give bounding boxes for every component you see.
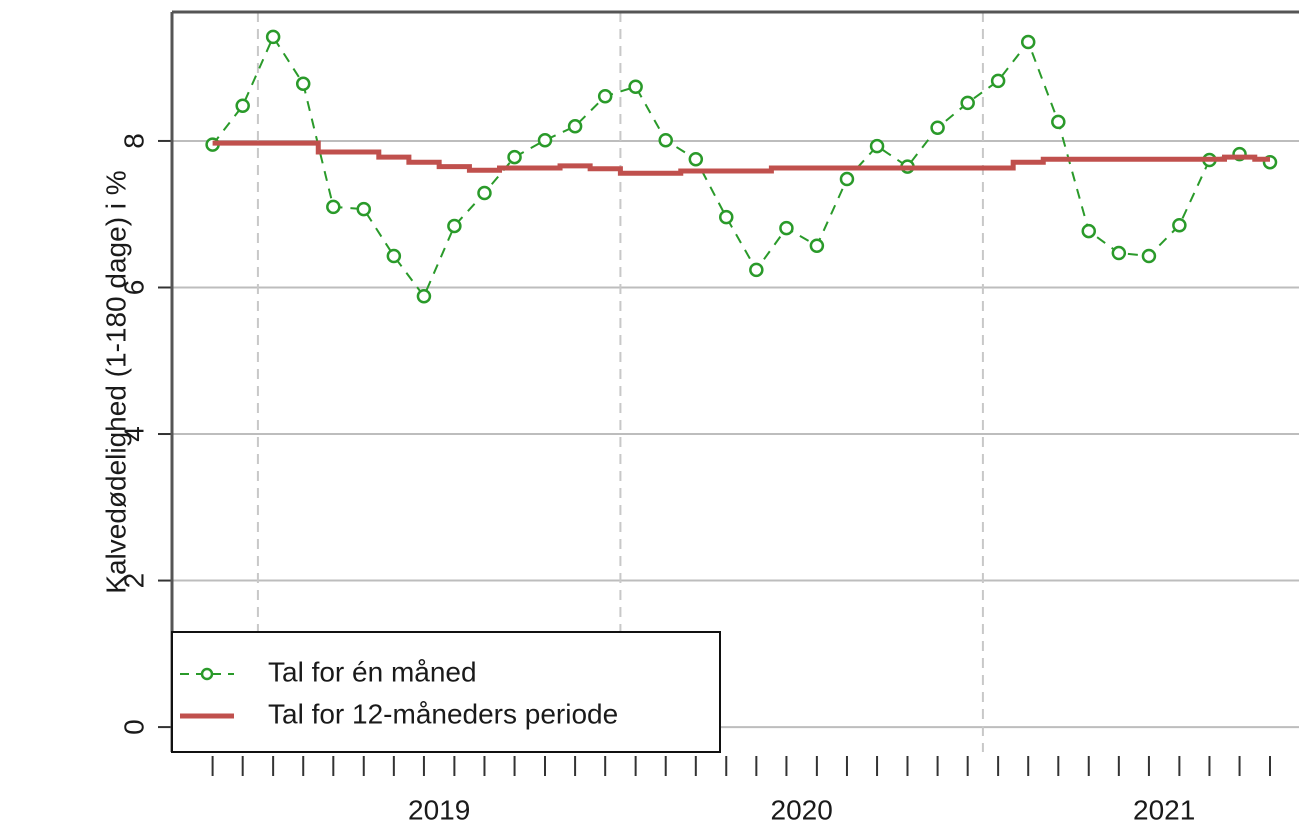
point bbox=[447, 218, 462, 234]
point bbox=[1111, 245, 1127, 261]
monthly-line bbox=[211, 34, 1271, 299]
y-tick-label: 0 bbox=[118, 719, 149, 735]
x-tick-label: 2019 bbox=[408, 794, 470, 825]
rolling-line bbox=[212, 140, 1270, 176]
point bbox=[597, 89, 613, 104]
point bbox=[1051, 114, 1066, 130]
point bbox=[869, 138, 885, 154]
point bbox=[477, 185, 492, 201]
legend-swatch-point bbox=[200, 667, 214, 681]
point bbox=[295, 76, 311, 92]
point bbox=[628, 79, 643, 94]
point bbox=[1020, 34, 1036, 50]
point bbox=[779, 220, 794, 236]
point bbox=[356, 201, 372, 217]
point bbox=[688, 152, 704, 167]
point bbox=[809, 238, 825, 253]
point bbox=[235, 98, 250, 114]
point bbox=[1141, 248, 1157, 264]
point bbox=[749, 262, 764, 278]
point bbox=[839, 171, 855, 187]
point bbox=[386, 248, 402, 264]
legend-label: Tal for 12-måneders periode bbox=[268, 698, 618, 729]
x-tick-label: 2021 bbox=[1133, 794, 1195, 825]
point bbox=[416, 289, 432, 304]
point bbox=[567, 119, 583, 134]
point bbox=[719, 209, 734, 225]
point bbox=[265, 29, 281, 45]
point bbox=[537, 132, 553, 148]
point bbox=[960, 95, 975, 111]
legend-box bbox=[171, 631, 721, 753]
point bbox=[930, 120, 945, 136]
y-axis-label: Kalvedødelighed (1-180 dage) i % bbox=[100, 170, 131, 593]
legend-label: Tal for én måned bbox=[268, 656, 477, 687]
point bbox=[658, 132, 673, 148]
point bbox=[990, 73, 1006, 89]
y-tick-label: 4 bbox=[118, 426, 149, 442]
point bbox=[507, 149, 522, 165]
y-tick-label: 8 bbox=[118, 133, 149, 149]
point bbox=[326, 199, 341, 215]
x-tick-label: 2020 bbox=[771, 794, 833, 825]
y-tick-label: 6 bbox=[118, 280, 149, 296]
point bbox=[1081, 223, 1097, 239]
y-tick-label: 2 bbox=[118, 573, 149, 589]
point bbox=[1172, 217, 1187, 233]
